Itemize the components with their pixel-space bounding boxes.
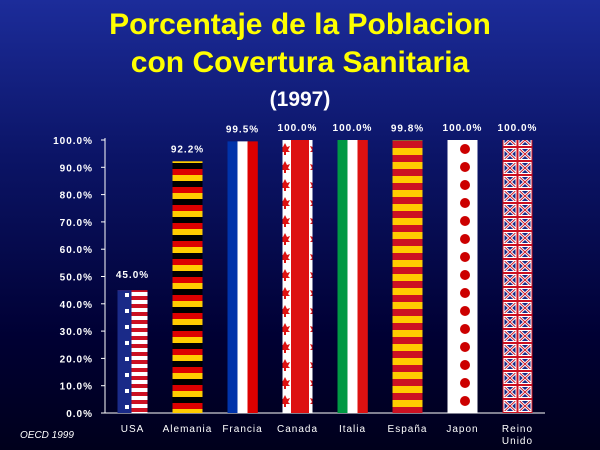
y-tick-label: 80.0% — [60, 191, 93, 202]
value-label: 100.0% — [333, 123, 373, 134]
category-label: Italia — [339, 424, 366, 435]
y-tick-label: 20.0% — [60, 354, 93, 365]
value-label: 100.0% — [498, 123, 538, 134]
bar-italia — [337, 140, 368, 413]
bar-alemania — [172, 161, 203, 413]
value-label: 45.0% — [116, 270, 149, 281]
y-tick-label: 50.0% — [60, 273, 93, 284]
bar-usa — [117, 290, 148, 413]
y-tick-label: 90.0% — [60, 163, 93, 174]
category-label: Francia — [222, 424, 262, 435]
value-label: 100.0% — [278, 123, 318, 134]
category-label: Japon — [446, 424, 478, 435]
chart-title-line2: con Covertura Sanitaria — [130, 46, 470, 79]
category-label: España — [388, 424, 428, 435]
value-label: 92.2% — [171, 144, 204, 155]
category-label: Reino Unido — [502, 424, 533, 447]
bar-francia — [227, 141, 258, 414]
chart-subtitle: (1997) — [269, 88, 331, 111]
value-label: 99.8% — [391, 124, 424, 135]
y-tick-label: 70.0% — [60, 218, 93, 229]
chart-title-line1: Porcentaje de la Poblacion — [109, 8, 491, 41]
bar-reino-unido — [502, 140, 533, 413]
category-label: Alemania — [163, 424, 213, 435]
y-tick-label: 100.0% — [53, 136, 93, 147]
y-tick-label: 10.0% — [60, 382, 93, 393]
y-tick-label: 40.0% — [60, 300, 93, 311]
value-label: 99.5% — [226, 124, 259, 135]
category-label: USA — [121, 424, 145, 435]
category-label: Canada — [277, 424, 318, 435]
bar-japon — [447, 140, 478, 413]
value-label: 100.0% — [443, 123, 483, 134]
y-tick-label: 30.0% — [60, 327, 93, 338]
source-note: OECD 1999 — [20, 430, 74, 441]
y-tick-label: 0.0% — [66, 409, 93, 420]
bar-españa — [392, 140, 423, 413]
y-tick-label: 60.0% — [60, 245, 93, 256]
bar-canada — [282, 140, 313, 413]
